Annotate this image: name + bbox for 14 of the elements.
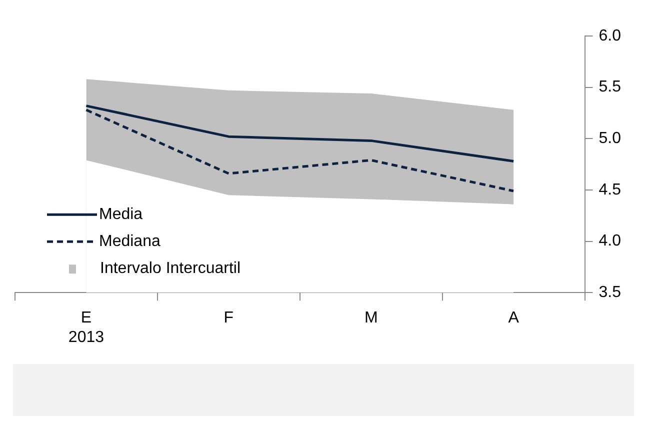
y-tick-label: 3.5 — [598, 284, 622, 302]
y-tick-label: 4.0 — [598, 232, 622, 250]
y-tick-label: 6.0 — [598, 27, 622, 44]
line-series — [84, 108, 515, 192]
legend-label: Intervalo Intercuartil — [100, 260, 241, 278]
y-tick-label: 4.5 — [598, 181, 622, 198]
y-tick-label: 5.0 — [598, 130, 622, 148]
legend-label: Media — [99, 206, 143, 224]
x-tick-label: A — [508, 310, 520, 327]
y-tick-label: 5.5 — [598, 78, 622, 96]
x-tick-label: M — [364, 310, 378, 327]
x-tick-label: E 2013 — [68, 310, 104, 346]
legend-label: Mediana — [99, 233, 160, 250]
x-tick-label: F — [224, 310, 234, 327]
